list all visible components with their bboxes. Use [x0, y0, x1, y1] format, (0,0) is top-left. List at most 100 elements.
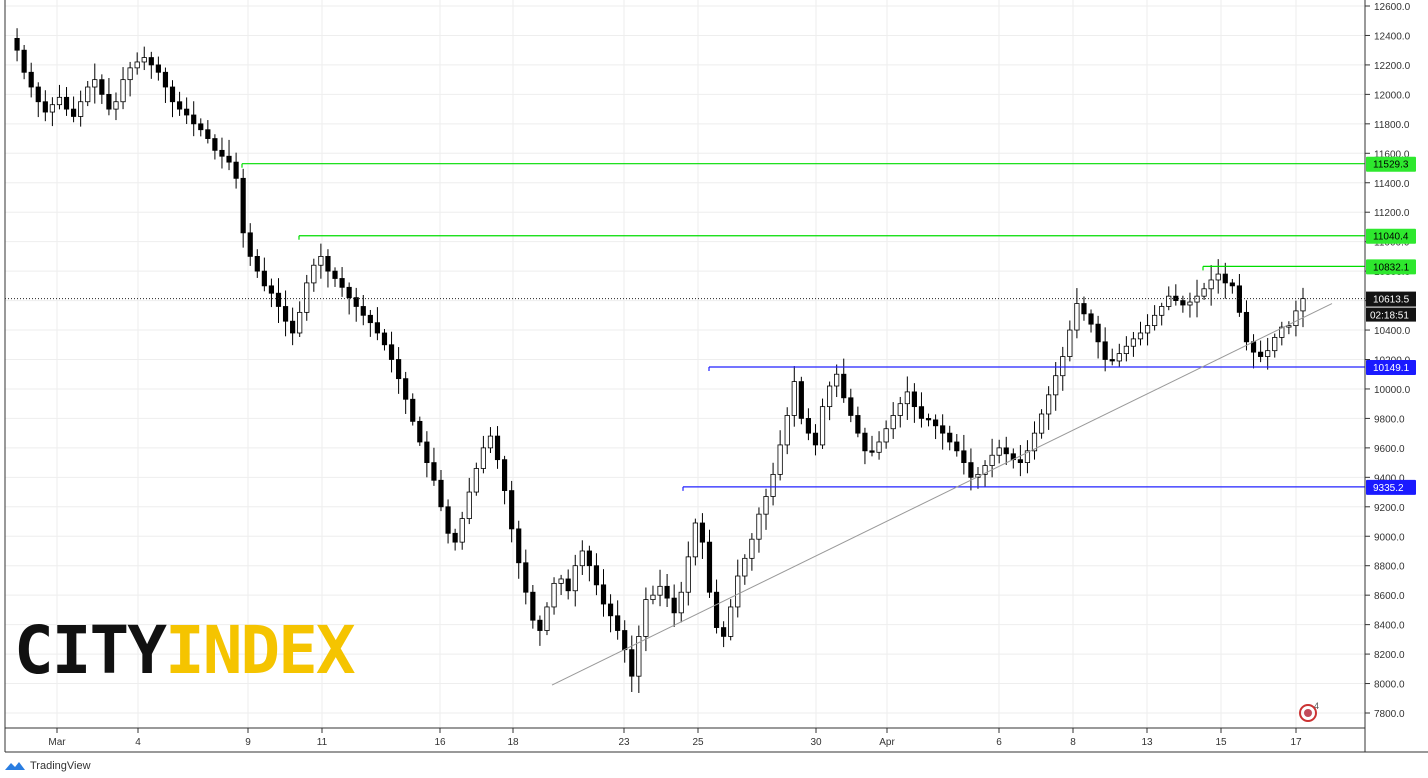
candles-layer: [14, 28, 1306, 693]
candle: [777, 430, 783, 481]
candle: [713, 579, 720, 634]
chart-background: [5, 0, 1365, 728]
candle-body: [883, 428, 889, 443]
candle: [353, 287, 359, 322]
candle-body: [593, 565, 600, 586]
candle: [304, 274, 310, 321]
candle-body: [438, 479, 444, 508]
candle: [410, 393, 416, 426]
candle: [869, 435, 875, 457]
candle: [579, 540, 585, 575]
candle-body: [692, 522, 698, 558]
candle: [14, 28, 20, 62]
candle: [678, 581, 684, 623]
candle-body: [226, 155, 232, 163]
candle: [70, 96, 77, 123]
alerts-count: 4: [1314, 701, 1319, 711]
tradingview-footer[interactable]: TradingView: [4, 760, 91, 772]
y-tick-label: 9600.0: [1374, 444, 1405, 455]
x-tick-label: 9: [245, 737, 251, 748]
candle: [162, 67, 169, 103]
candle: [452, 528, 458, 551]
candle-body: [198, 123, 204, 131]
candle: [1060, 346, 1066, 391]
candle-body: [1180, 300, 1186, 306]
y-tick-label: 10400.0: [1374, 326, 1411, 337]
y-tick-label: 11600.0: [1374, 149, 1410, 160]
candle-body: [254, 255, 260, 272]
candle: [78, 90, 84, 127]
candle: [1031, 421, 1038, 460]
x-tick-label: 16: [434, 737, 446, 748]
candle: [1095, 315, 1101, 359]
candle-body: [1024, 450, 1031, 464]
candle-body: [650, 594, 656, 600]
candle: [1243, 300, 1250, 351]
candle: [968, 448, 974, 491]
candle-body: [706, 541, 713, 593]
x-tick-label: 8: [1070, 737, 1076, 748]
candle: [728, 599, 734, 641]
candle: [1222, 262, 1228, 299]
candle-body: [742, 557, 748, 577]
candle: [1024, 440, 1031, 474]
candle: [396, 347, 402, 394]
candle-body: [615, 615, 621, 631]
y-tick-label: 8200.0: [1374, 650, 1405, 661]
candle-body: [1208, 279, 1214, 290]
candle: [961, 434, 967, 475]
tradingview-icon: [5, 762, 25, 770]
time-axis[interactable]: Mar 4 9 11 16 18 23 25 30 Apr 6 8 13 15 17: [48, 728, 1302, 748]
candle-body: [162, 71, 169, 88]
candle-body: [848, 397, 854, 416]
candle-body: [367, 314, 373, 324]
candle: [155, 56, 161, 81]
candle: [664, 573, 670, 607]
candle-body: [1038, 413, 1045, 434]
candle-body: [643, 599, 649, 637]
candle: [615, 600, 621, 640]
x-tick-label: 15: [1215, 737, 1227, 748]
candle-body: [1272, 337, 1278, 352]
candle-body: [876, 441, 882, 453]
candle: [1109, 348, 1115, 366]
y-tick-label: 9800.0: [1374, 414, 1405, 425]
candle-body: [268, 285, 275, 294]
x-tick-label: Apr: [879, 737, 895, 748]
candle: [360, 295, 366, 326]
candle-body: [1123, 345, 1129, 355]
candle: [1053, 362, 1059, 411]
level-badge: [1366, 228, 1416, 244]
candle: [494, 426, 501, 469]
candle-body: [841, 373, 847, 399]
candle-body: [819, 406, 826, 446]
candle: [509, 480, 515, 543]
candle: [141, 46, 147, 71]
candle-body: [261, 270, 267, 287]
x-tick-label: 17: [1290, 737, 1302, 748]
candle-body: [85, 86, 91, 103]
candle-body: [551, 582, 557, 608]
candle-body: [622, 630, 628, 651]
candle-body: [607, 603, 614, 617]
countdown-badge-label: 02:18:51: [1370, 311, 1409, 322]
candle: [99, 74, 105, 104]
candle-body: [1067, 329, 1073, 357]
candle-body: [918, 406, 925, 419]
candle: [332, 267, 338, 287]
y-tick-label: 8800.0: [1374, 562, 1405, 573]
y-tick-label: 9200.0: [1374, 503, 1405, 514]
candle-body: [600, 584, 607, 605]
candle: [205, 120, 211, 144]
candle: [1003, 436, 1009, 465]
candle-body: [749, 538, 755, 559]
alerts-icon[interactable]: 4: [1299, 701, 1319, 722]
candle: [28, 62, 34, 98]
candle: [1236, 274, 1243, 317]
candle: [1215, 259, 1221, 294]
candle-body: [459, 518, 465, 543]
candle: [558, 574, 564, 596]
candle-body: [318, 255, 324, 266]
candle-body: [1074, 303, 1080, 331]
